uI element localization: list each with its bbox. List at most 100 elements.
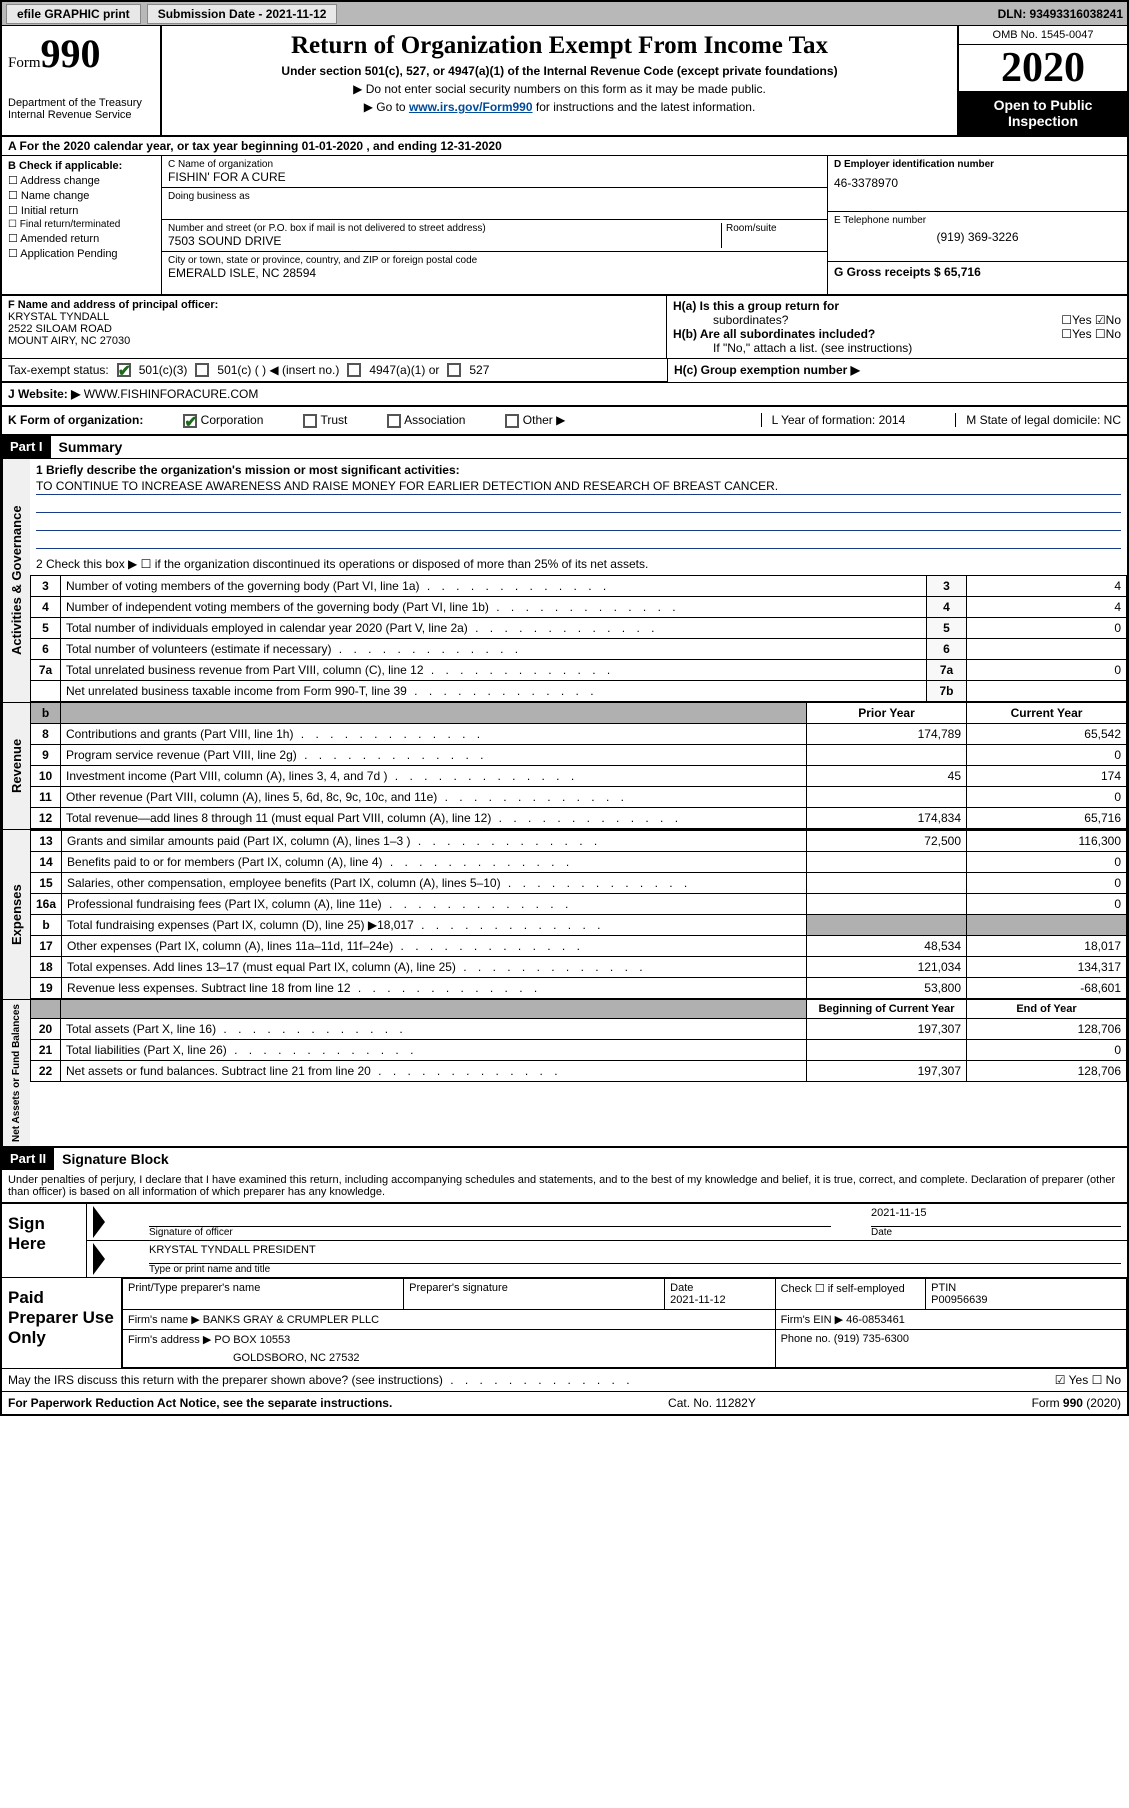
firm-ein: Firm's EIN ▶ 46-0853461: [775, 1309, 1126, 1329]
chk-trust[interactable]: [303, 414, 317, 428]
irs-link[interactable]: www.irs.gov/Form990: [409, 100, 533, 114]
table-row: 21Total liabilities (Part X, line 26)0: [31, 1039, 1127, 1060]
mission-block: 1 Briefly describe the organization's mi…: [30, 459, 1127, 553]
footer: For Paperwork Reduction Act Notice, see …: [2, 1391, 1127, 1414]
row-f-h: F Name and address of principal officer:…: [2, 296, 1127, 359]
firm-phone: Phone no. (919) 735-6300: [775, 1329, 1126, 1367]
chk-501c3[interactable]: [117, 363, 131, 377]
table-row: 8Contributions and grants (Part VIII, li…: [31, 723, 1127, 744]
self-employed-chk[interactable]: Check ☐ if self-employed: [775, 1278, 926, 1309]
dln-label: DLN: 93493316038241: [998, 7, 1123, 21]
table-row: 6Total number of volunteers (estimate if…: [31, 638, 1127, 659]
row-j: J Website: ▶ WWW.FISHINFORACURE.COM: [2, 383, 1127, 407]
part2-header: Part II Signature Block: [2, 1148, 1127, 1170]
row-a: A For the 2020 calendar year, or tax yea…: [2, 137, 1127, 156]
city-row: City or town, state or province, country…: [162, 252, 827, 284]
col-f: F Name and address of principal officer:…: [2, 296, 667, 358]
chk-address-change[interactable]: ☐ Address change: [8, 174, 155, 187]
chk-name-change[interactable]: ☐ Name change: [8, 189, 155, 202]
form-word: Form: [8, 55, 41, 71]
table-row: 17Other expenses (Part IX, column (A), l…: [31, 935, 1127, 956]
submission-date-button[interactable]: Submission Date - 2021-11-12: [147, 4, 338, 24]
chk-final-return[interactable]: ☐ Final return/terminated: [8, 219, 155, 230]
table-row: bTotal fundraising expenses (Part IX, co…: [31, 914, 1127, 935]
name-arrow-icon: [93, 1243, 105, 1275]
discuss-yes-no[interactable]: ☑ Yes ☐ No: [1055, 1373, 1121, 1387]
side-net: Net Assets or Fund Balances: [2, 1000, 30, 1146]
website: WWW.FISHINFORACURE.COM: [84, 387, 259, 401]
year-formation: L Year of formation: 2014: [761, 413, 916, 427]
part1-header: Part I Summary: [2, 436, 1127, 459]
state-domicile: M State of legal domicile: NC: [955, 413, 1121, 427]
topbar: efile GRAPHIC print Submission Date - 20…: [2, 2, 1127, 26]
col-b: B Check if applicable: ☐ Address change …: [2, 156, 162, 294]
tax-status-row: Tax-exempt status: 501(c)(3) 501(c) ( ) …: [2, 359, 667, 382]
chk-4947[interactable]: [347, 363, 361, 377]
table-row: Net unrelated business taxable income fr…: [31, 680, 1127, 701]
hb-yes-no[interactable]: ☐Yes ☐No: [1061, 327, 1121, 341]
hc-row: H(c) Group exemption number ▶: [667, 359, 1127, 382]
form-note2: ▶ Go to www.irs.gov/Form990 for instruct…: [170, 100, 949, 114]
sign-date: 2021-11-15: [871, 1207, 1121, 1227]
block-b-through-g: B Check if applicable: ☐ Address change …: [2, 156, 1127, 296]
chk-corp[interactable]: [183, 414, 197, 428]
chk-assoc[interactable]: [387, 414, 401, 428]
footer-right: Form 990 (2020): [1032, 1396, 1121, 1410]
open-inspection: Open to Public Inspection: [959, 91, 1127, 135]
table-row: 7aTotal unrelated business revenue from …: [31, 659, 1127, 680]
table-row: 12Total revenue—add lines 8 through 11 (…: [31, 807, 1127, 828]
paid-preparer-label: Paid Preparer Use Only: [2, 1278, 122, 1368]
chk-other[interactable]: [505, 414, 519, 428]
governance-table: 3Number of voting members of the governi…: [30, 575, 1127, 702]
firm-addr2: GOLDSBORO, NC 27532: [123, 1349, 776, 1368]
efile-button[interactable]: efile GRAPHIC print: [6, 4, 141, 24]
form-note1: ▶ Do not enter social security numbers o…: [170, 82, 949, 96]
table-row: 9Program service revenue (Part VIII, lin…: [31, 744, 1127, 765]
omb-number: OMB No. 1545-0047: [959, 26, 1127, 45]
org-name-row: C Name of organization FISHIN' FOR A CUR…: [162, 156, 827, 188]
sign-here-block: Sign Here Signature of officer 2021-11-1…: [2, 1202, 1127, 1277]
table-row: 3Number of voting members of the governi…: [31, 575, 1127, 596]
addr-row: Number and street (or P.O. box if mail i…: [162, 220, 827, 252]
col-b-label: B Check if applicable:: [8, 160, 155, 172]
q2-checkbox-line: 2 Check this box ▶ ☐ if the organization…: [30, 553, 1127, 575]
perjury-declaration: Under penalties of perjury, I declare th…: [2, 1170, 1127, 1202]
chk-501c[interactable]: [195, 363, 209, 377]
header-mid: Return of Organization Exempt From Incom…: [162, 26, 957, 135]
table-row: 18Total expenses. Add lines 13–17 (must …: [31, 956, 1127, 977]
footer-left: For Paperwork Reduction Act Notice, see …: [8, 1396, 392, 1410]
ein-row: D Employer identification number 46-3378…: [828, 156, 1127, 212]
header-right: OMB No. 1545-0047 2020 Open to Public In…: [957, 26, 1127, 135]
chk-527[interactable]: [447, 363, 461, 377]
chk-amended[interactable]: ☐ Amended return: [8, 232, 155, 245]
col-cde: C Name of organization FISHIN' FOR A CUR…: [162, 156, 1127, 294]
paid-preparer-block: Paid Preparer Use Only Print/Type prepar…: [2, 1277, 1127, 1368]
telephone: (919) 369-3226: [834, 230, 1121, 244]
side-revenue: Revenue: [2, 703, 30, 829]
form-header: Form990 Department of the Treasury Inter…: [2, 26, 1127, 137]
street-address: 7503 SOUND DRIVE: [168, 234, 721, 248]
col-h: H(a) Is this a group return for subordin…: [667, 296, 1127, 358]
table-row: 16aProfessional fundraising fees (Part I…: [31, 893, 1127, 914]
chk-initial-return[interactable]: ☐ Initial return: [8, 204, 155, 217]
row-k: K Form of organization: Corporation Trus…: [2, 407, 1127, 436]
side-expenses: Expenses: [2, 830, 30, 999]
sign-arrow-icon: [93, 1206, 105, 1238]
gross-row: G Gross receipts $ 65,716: [828, 262, 1127, 294]
table-row: 20Total assets (Part X, line 16)197,3071…: [31, 1018, 1127, 1039]
ptin: P00956639: [931, 1294, 987, 1306]
form-title: Return of Organization Exempt From Incom…: [170, 32, 949, 60]
table-row: 5Total number of individuals employed in…: [31, 617, 1127, 638]
firm-name: BANKS GRAY & CRUMPLER PLLC: [203, 1314, 379, 1326]
ha-yes-no[interactable]: ☐Yes ☑No: [1061, 313, 1121, 327]
chk-pending[interactable]: ☐ Application Pending: [8, 247, 155, 260]
prep-date: 2021-11-12: [670, 1294, 725, 1306]
form-990-page: efile GRAPHIC print Submission Date - 20…: [0, 0, 1129, 1416]
table-row: 22Net assets or fund balances. Subtract …: [31, 1060, 1127, 1081]
dept-label: Department of the Treasury Internal Reve…: [8, 97, 154, 121]
net-assets-table: Beginning of Current Year End of Year 20…: [30, 1000, 1127, 1082]
officer-name-title: KRYSTAL TYNDALL PRESIDENT: [149, 1244, 1121, 1264]
tel-row: E Telephone number (919) 369-3226: [828, 212, 1127, 262]
table-row: 13Grants and similar amounts paid (Part …: [31, 830, 1127, 851]
dba-row: Doing business as: [162, 188, 827, 220]
